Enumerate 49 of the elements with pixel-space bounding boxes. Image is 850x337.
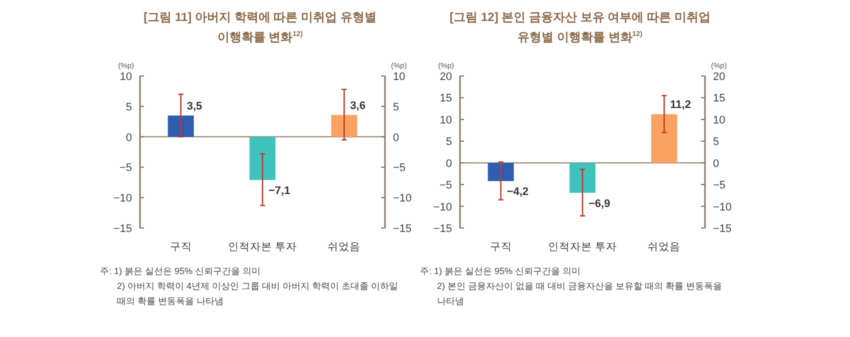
y-tick-label: 15	[440, 92, 452, 105]
y2-tick-label: −15	[713, 223, 732, 235]
y2-tick-label: 15	[713, 92, 726, 105]
y-tick-label: −10	[113, 192, 132, 205]
y2-tick-label: −10	[713, 201, 732, 214]
y2-tick-label: −5	[393, 162, 406, 174]
data-label: −6,9	[588, 198, 610, 210]
y2-tick-label: 5	[393, 101, 400, 114]
text: 주: 1) 붉은 실선은 95% 신뢰구간을 의미	[100, 265, 262, 278]
y-tick-label: 10	[440, 114, 452, 126]
y2-tick-label: −15	[393, 223, 412, 235]
data-label: −4,2	[506, 186, 529, 198]
y2-tick-label: 5	[713, 136, 720, 148]
y-tick-label: 10	[120, 71, 132, 83]
y-tick-label: −15	[113, 223, 132, 235]
y-tick-label: 5	[446, 136, 452, 148]
data-label: 3,6	[350, 100, 366, 112]
bar	[168, 116, 194, 137]
y-tick-label: 0	[446, 158, 452, 170]
y2-tick-label: 10	[393, 71, 406, 83]
text: 2) 본인 금융자산이 없을 때 대비 금융자산을 보유할 때의 확률 변동폭을 나타냄	[436, 280, 724, 308]
x-tick-label: 구직	[170, 241, 192, 253]
y2-tick-label: 10	[713, 114, 726, 126]
bar	[250, 136, 276, 180]
y2-tick-label: −10	[393, 192, 412, 205]
x-tick-label: 쉬었음	[328, 241, 361, 253]
data-label: −7,1	[268, 184, 290, 197]
data-label: 11,2	[670, 99, 691, 112]
x-tick-label: 인적자본 투자	[228, 241, 297, 253]
y-tick-label: −5	[119, 162, 132, 174]
x-tick-label: 인적자본 투자	[548, 241, 617, 253]
y-tick-label: 20	[440, 71, 452, 83]
x-tick-label: 구직	[490, 241, 512, 253]
bar	[331, 114, 358, 137]
data-label: 3,5	[186, 100, 202, 113]
y-tick-label: −5	[439, 180, 452, 192]
chart-title: [그림 11] 아버지 학력에 따른 미취업 유형별 이행확률 변화$^{12)}$	[142, 9, 378, 46]
x-tick-label: 쉬었음	[648, 241, 681, 253]
y2-tick-label: −5	[713, 180, 726, 192]
y2-tick-label: 0	[713, 158, 720, 170]
y-tick-label: 0	[126, 132, 132, 144]
y-tick-label: −10	[433, 201, 452, 214]
text: 주: 1) 붉은 실선은 95% 신뢰구간을 의미	[420, 265, 582, 278]
y-tick-label: 5	[126, 101, 132, 114]
y2-tick-label: 20	[713, 71, 726, 83]
y2-tick-label: 0	[393, 132, 400, 144]
text: 2) 아버지 학력이 4년제 이상인 그룹 대비 아버지 학력이 초대졸 이하일 때의 확률 변동폭을 나타냄	[116, 280, 400, 308]
chart-title: [그림 12] 본인 금융자산 보유 여부에 따른 미취업 유형별 이행확률 변화$^{12)}$	[448, 9, 712, 46]
y-tick-label: −15	[433, 223, 452, 235]
